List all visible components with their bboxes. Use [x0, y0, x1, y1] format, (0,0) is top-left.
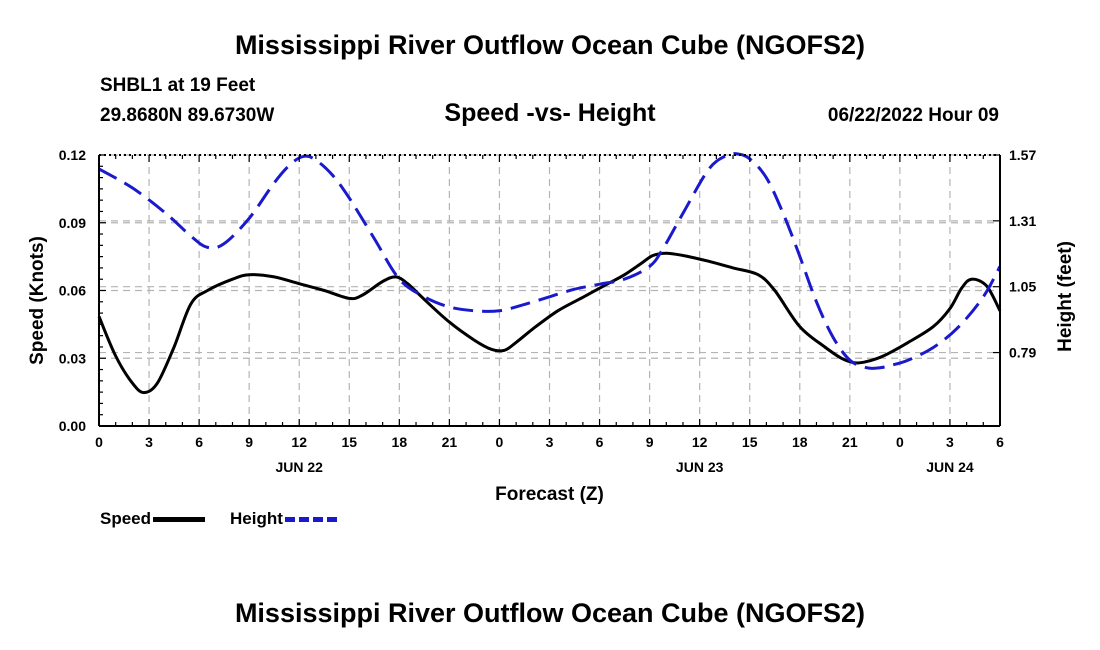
x-tick-label: 6: [195, 434, 203, 450]
y-tick-label-left: 0.12: [59, 147, 86, 163]
day-label: JUN 22: [275, 459, 323, 475]
y-tick-label-left: 0.09: [59, 215, 86, 231]
series-line-height: [98, 152, 1002, 370]
x-tick-label: 9: [646, 434, 654, 450]
series-lines: [97, 152, 1002, 395]
x-tick-label: 21: [842, 434, 858, 450]
legend-height: Height: [230, 509, 337, 529]
x-axis-title: Forecast (Z): [495, 484, 604, 505]
x-tick-label: 21: [442, 434, 458, 450]
x-tick-label: 18: [392, 434, 408, 450]
x-tick-label: 0: [95, 434, 103, 450]
day-label: JUN 24: [926, 459, 974, 475]
x-tick-label: 15: [742, 434, 758, 450]
chart-title-bottom: Mississippi River Outflow Ocean Cube (NG…: [234, 598, 866, 628]
day-label: JUN 23: [676, 459, 724, 475]
series-line-speed: [97, 251, 1002, 395]
y-tick-label-right: 1.31: [1009, 213, 1036, 229]
legend-speed: Speed: [100, 509, 206, 529]
y-tick-label-right: 1.05: [1009, 279, 1036, 295]
y-axis-title-left: Speed (Knots): [27, 236, 48, 365]
x-tick-label: 15: [341, 434, 357, 450]
y-tick-label-left: 0.03: [59, 350, 86, 366]
y-tick-label-right: 1.57: [1009, 147, 1036, 163]
station-label: SHBL1 at 19 Feet: [100, 75, 256, 96]
x-tick-label: 12: [692, 434, 708, 450]
chart-subtitle: Speed -vs- Height: [444, 99, 656, 127]
station-coordinates: 29.8680N 89.6730W: [100, 105, 275, 126]
axis-labels: 0 3 6 9 12 15 18 21 0 3 6 9 12 15 18 21 0 3 6 JUN 22 JUN 23 J…: [27, 147, 1076, 505]
y-tick-label-left: 0.00: [59, 418, 86, 434]
x-tick-label: 12: [291, 434, 307, 450]
y-tick-label-right: 0.79: [1009, 345, 1036, 361]
tick-marks: [98, 154, 1001, 427]
x-tick-label: 6: [596, 434, 604, 450]
x-tick-label: 9: [245, 434, 253, 450]
legend-speed-swatch: [153, 516, 206, 522]
x-tick-label: 0: [896, 434, 904, 450]
x-tick-label: 3: [946, 434, 954, 450]
y-tick-label-left: 0.06: [59, 283, 86, 299]
x-tick-label: 3: [546, 434, 554, 450]
legend-height-label: Height: [230, 509, 283, 528]
forecast-datetime: 06/22/2022 Hour 09: [827, 105, 999, 126]
legend-height-swatch: [284, 516, 337, 522]
x-tick-label: 18: [792, 434, 808, 450]
x-tick-label: 0: [496, 434, 504, 450]
x-tick-label: 3: [145, 434, 153, 450]
x-tick-label: 6: [996, 434, 1004, 450]
legend-speed-label: Speed: [100, 509, 152, 528]
grid-lines: [99, 154, 1000, 426]
y-axis-title-right: Height (feet): [1055, 241, 1076, 352]
chart-title-top: Mississippi River Outflow Ocean Cube (NG…: [234, 30, 866, 60]
